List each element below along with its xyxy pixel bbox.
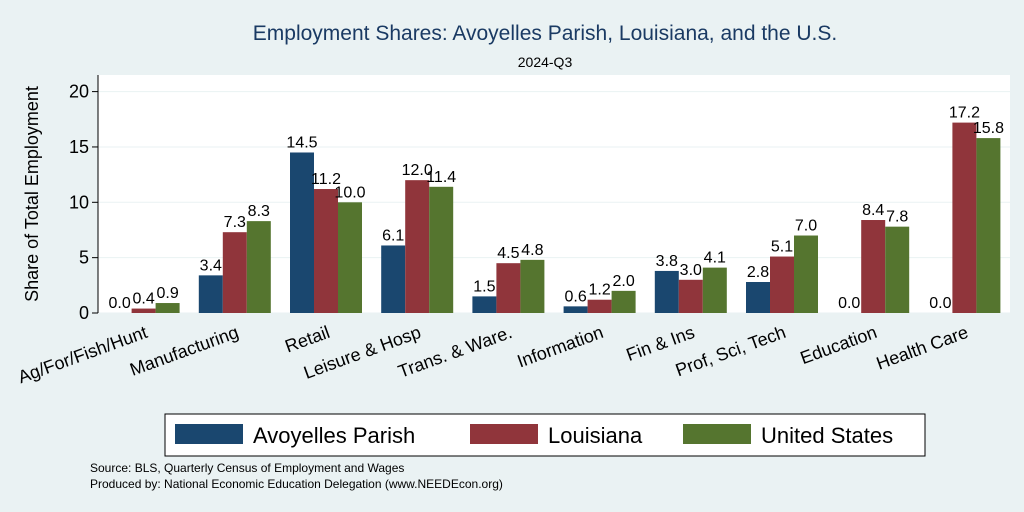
data-label: 7.8 — [886, 209, 908, 226]
bar — [520, 259, 545, 313]
bar — [885, 226, 910, 313]
data-label: 10.0 — [334, 184, 365, 201]
data-label: 0.0 — [929, 295, 951, 312]
data-label: 0.9 — [156, 285, 178, 302]
data-label: 5.1 — [771, 239, 793, 256]
data-label: 3.4 — [200, 257, 222, 274]
bar — [654, 270, 679, 313]
data-label: 17.2 — [949, 105, 980, 122]
data-label: 1.2 — [588, 282, 610, 299]
bar — [794, 235, 818, 313]
bar — [587, 299, 612, 313]
y-tick-label: 0 — [79, 303, 89, 323]
data-label: 4.5 — [497, 245, 519, 262]
bar — [952, 122, 977, 313]
data-label: 11.2 — [311, 171, 341, 188]
data-label: 14.5 — [286, 134, 317, 151]
bar — [429, 186, 454, 313]
bar — [472, 296, 497, 313]
bar — [678, 279, 703, 313]
legend-swatch — [683, 424, 751, 444]
y-axis-label: Share of Total Employment — [22, 86, 42, 302]
bar — [770, 256, 794, 313]
legend-label: United States — [761, 423, 893, 448]
legend-swatch — [470, 424, 538, 444]
data-label: 4.1 — [704, 250, 726, 267]
data-label: 15.8 — [973, 120, 1004, 137]
data-label: 3.8 — [656, 253, 678, 270]
bar — [702, 267, 727, 313]
data-label: 6.1 — [382, 227, 404, 244]
data-label: 8.4 — [862, 202, 884, 219]
data-label: 1.5 — [473, 278, 495, 295]
y-tick-label: 10 — [69, 192, 89, 212]
data-label: 0.6 — [564, 288, 586, 305]
legend-box — [164, 413, 926, 457]
legend-swatch — [175, 424, 243, 444]
data-label: 11.4 — [426, 169, 456, 186]
chart-subtitle: 2024-Q3 — [518, 54, 573, 70]
legend-label: Avoyelles Parish — [253, 423, 415, 448]
data-label: 2.8 — [747, 264, 769, 281]
legend: Avoyelles Parish Louisiana United States — [164, 413, 926, 457]
data-label: 7.3 — [224, 214, 246, 231]
bar — [131, 308, 156, 313]
y-tick-label: 5 — [79, 248, 89, 268]
bar — [290, 152, 314, 313]
chart-title: Employment Shares: Avoyelles Parish, Lou… — [253, 22, 837, 45]
data-labels-layer: 0.0 0.4 0.93.47.38.314.511.210.06.112.011.… — [108, 105, 1004, 312]
legend-label: Louisiana — [548, 423, 643, 448]
bar — [246, 221, 271, 313]
bar — [222, 232, 247, 313]
y-ticks-layer: 0 5 10 15 20 — [69, 82, 98, 323]
data-label: 4.8 — [521, 242, 543, 259]
bar — [611, 290, 636, 313]
bar — [405, 180, 430, 313]
produced-by-note: Produced by: National Economic Education… — [90, 477, 503, 491]
bar — [563, 306, 588, 313]
y-tick-label: 20 — [69, 82, 89, 102]
bar — [198, 275, 223, 313]
bar — [338, 202, 362, 313]
source-note: Source: BLS, Quarterly Census of Employm… — [90, 461, 404, 475]
data-label: 0.4 — [132, 291, 154, 308]
bar — [496, 263, 521, 313]
data-label: 0.0 — [838, 295, 860, 312]
bar — [746, 282, 770, 313]
data-label: 0.0 — [108, 295, 130, 312]
data-label: 8.3 — [248, 203, 270, 220]
data-label: 7.0 — [795, 218, 817, 235]
y-tick-label: 15 — [69, 137, 89, 157]
bar — [314, 189, 338, 313]
bar — [861, 220, 886, 313]
data-label: 2.0 — [612, 273, 634, 290]
data-label: 12.0 — [402, 162, 433, 179]
bars-layer — [131, 122, 1001, 313]
bar — [155, 303, 180, 313]
bar — [976, 138, 1001, 313]
bar — [381, 245, 406, 313]
data-label: 3.0 — [680, 262, 702, 279]
